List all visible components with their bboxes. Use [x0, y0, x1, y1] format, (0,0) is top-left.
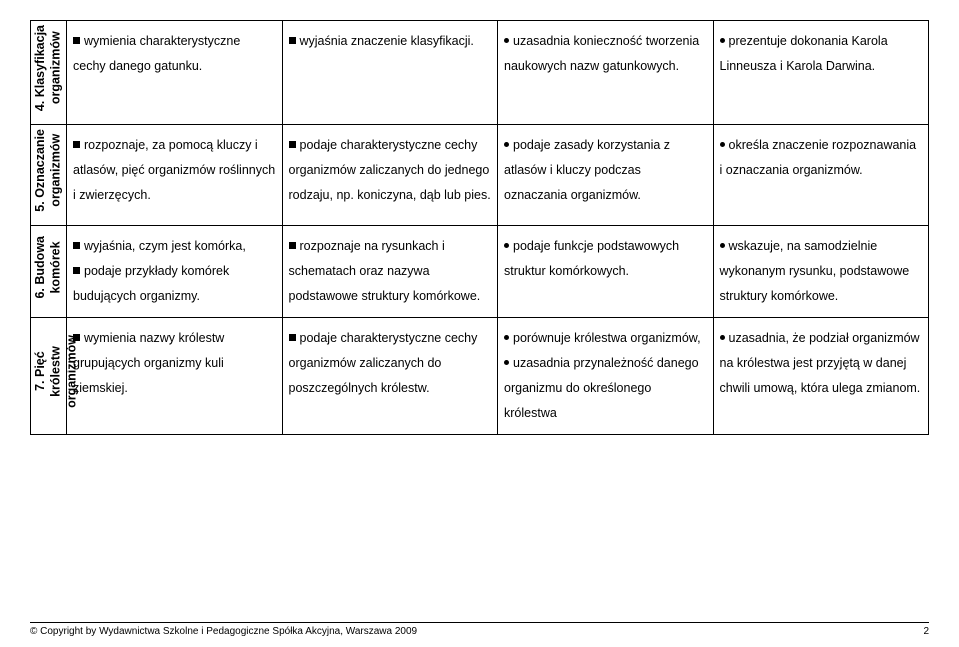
- item-text: wymienia nazwy królestw grupujących orga…: [73, 331, 224, 395]
- square-bullet-icon: [73, 242, 80, 249]
- square-bullet-icon: [289, 37, 296, 44]
- list-item: wymienia charakterystyczne cechy danego …: [73, 29, 276, 79]
- table-cell: rozpoznaje, za pomocą kluczy i atlasów, …: [67, 125, 283, 226]
- item-text: podaje zasady korzystania z atlasów i kl…: [504, 138, 670, 202]
- list-item: wymienia nazwy królestw grupujących orga…: [73, 326, 276, 401]
- table-cell: wyjaśnia, czym jest komórka, podaje przyk…: [67, 225, 283, 317]
- dot-bullet-icon: [504, 243, 509, 248]
- square-bullet-icon: [289, 242, 296, 249]
- table-row: 7. Pięć królestw organizmówwymienia nazw…: [31, 317, 929, 434]
- list-item: podaje zasady korzystania z atlasów i kl…: [504, 133, 707, 208]
- list-item: porównuje królestwa organizmów,: [504, 326, 707, 351]
- dot-bullet-icon: [720, 335, 725, 340]
- page-number: 2: [923, 626, 929, 637]
- row-header: 4. Klasyfikacja organizmów: [31, 21, 67, 125]
- list-item: prezentuje dokonania Karola Linneusza i …: [720, 29, 923, 79]
- item-text: wymienia charakterystyczne cechy danego …: [73, 34, 240, 73]
- item-text: podaje charakterystyczne cechy organizmó…: [289, 331, 478, 395]
- row-header: 5. Oznaczanie organizmów: [31, 125, 67, 226]
- square-bullet-icon: [73, 37, 80, 44]
- list-item: wskazuje, na samodzielnie wykonanym rysu…: [720, 234, 923, 309]
- table-cell: prezentuje dokonania Karola Linneusza i …: [713, 21, 929, 125]
- list-item: określa znaczenie rozpoznawania i oznacz…: [720, 133, 923, 183]
- table-cell: wymienia nazwy królestw grupujących orga…: [67, 317, 283, 434]
- table-cell: porównuje królestwa organizmów, uzasadnia…: [498, 317, 714, 434]
- dot-bullet-icon: [504, 335, 509, 340]
- dot-bullet-icon: [720, 243, 725, 248]
- list-item: uzasadnia, że podział organizmów na król…: [720, 326, 923, 401]
- dot-bullet-icon: [720, 38, 725, 43]
- list-item: wyjaśnia znaczenie klasyfikacji.: [289, 29, 492, 54]
- item-text: rozpoznaje na rysunkach i schematach ora…: [289, 239, 481, 303]
- table-cell: wyjaśnia znaczenie klasyfikacji.: [282, 21, 498, 125]
- item-text: wskazuje, na samodzielnie wykonanym rysu…: [720, 239, 910, 303]
- row-header-label: 6. Budowa komórek: [31, 232, 66, 303]
- table-cell: podaje charakterystyczne cechy organizmó…: [282, 317, 498, 434]
- table-cell: rozpoznaje na rysunkach i schematach ora…: [282, 225, 498, 317]
- item-text: podaje funkcje podstawowych struktur kom…: [504, 239, 679, 278]
- table-row: 5. Oznaczanie organizmówrozpoznaje, za p…: [31, 125, 929, 226]
- table-row: 4. Klasyfikacja organizmówwymienia chara…: [31, 21, 929, 125]
- dot-bullet-icon: [504, 38, 509, 43]
- item-text: rozpoznaje, za pomocą kluczy i atlasów, …: [73, 138, 275, 202]
- dot-bullet-icon: [504, 142, 509, 147]
- list-item: uzasadnia przynależność danego organizmu…: [504, 351, 707, 426]
- item-text: wyjaśnia znaczenie klasyfikacji.: [300, 34, 474, 48]
- list-item: rozpoznaje, za pomocą kluczy i atlasów, …: [73, 133, 276, 208]
- list-item: rozpoznaje na rysunkach i schematach ora…: [289, 234, 492, 309]
- list-item: podaje funkcje podstawowych struktur kom…: [504, 234, 707, 284]
- list-item: podaje charakterystyczne cechy organizmó…: [289, 133, 492, 208]
- square-bullet-icon: [73, 267, 80, 274]
- table-cell: określa znaczenie rozpoznawania i oznacz…: [713, 125, 929, 226]
- item-text: uzasadnia konieczność tworzenia naukowyc…: [504, 34, 699, 73]
- copyright-text: © Copyright by Wydawnictwa Szkolne i Ped…: [30, 626, 417, 637]
- table-cell: uzasadnia, że podział organizmów na król…: [713, 317, 929, 434]
- row-header-label: 7. Pięć królestw organizmów: [31, 331, 82, 412]
- table-cell: podaje funkcje podstawowych struktur kom…: [498, 225, 714, 317]
- row-header: 6. Budowa komórek: [31, 225, 67, 317]
- table-cell: wymienia charakterystyczne cechy danego …: [67, 21, 283, 125]
- item-text: prezentuje dokonania Karola Linneusza i …: [720, 34, 888, 73]
- row-header: 7. Pięć królestw organizmów: [31, 317, 67, 434]
- row-header-label: 4. Klasyfikacja organizmów: [31, 21, 66, 115]
- list-item: podaje przykłady komórek budujących orga…: [73, 259, 276, 309]
- item-text: uzasadnia, że podział organizmów na król…: [720, 331, 921, 395]
- dot-bullet-icon: [504, 360, 509, 365]
- table-cell: podaje zasady korzystania z atlasów i kl…: [498, 125, 714, 226]
- curriculum-table: 4. Klasyfikacja organizmówwymienia chara…: [30, 20, 929, 435]
- square-bullet-icon: [289, 334, 296, 341]
- item-text: wyjaśnia, czym jest komórka,: [84, 239, 246, 253]
- table-row: 6. Budowa komórekwyjaśnia, czym jest kom…: [31, 225, 929, 317]
- item-text: określa znaczenie rozpoznawania i oznacz…: [720, 138, 917, 177]
- list-item: uzasadnia konieczność tworzenia naukowyc…: [504, 29, 707, 79]
- item-text: podaje charakterystyczne cechy organizmó…: [289, 138, 491, 202]
- list-item: podaje charakterystyczne cechy organizmó…: [289, 326, 492, 401]
- row-header-label: 5. Oznaczanie organizmów: [31, 125, 66, 216]
- square-bullet-icon: [73, 141, 80, 148]
- item-text: podaje przykłady komórek budujących orga…: [73, 264, 229, 303]
- dot-bullet-icon: [720, 142, 725, 147]
- table-cell: wskazuje, na samodzielnie wykonanym rysu…: [713, 225, 929, 317]
- item-text: porównuje królestwa organizmów,: [513, 331, 701, 345]
- square-bullet-icon: [289, 141, 296, 148]
- list-item: wyjaśnia, czym jest komórka,: [73, 234, 276, 259]
- item-text: uzasadnia przynależność danego organizmu…: [504, 356, 699, 420]
- page-footer: © Copyright by Wydawnictwa Szkolne i Ped…: [30, 622, 929, 637]
- table-cell: podaje charakterystyczne cechy organizmó…: [282, 125, 498, 226]
- table-cell: uzasadnia konieczność tworzenia naukowyc…: [498, 21, 714, 125]
